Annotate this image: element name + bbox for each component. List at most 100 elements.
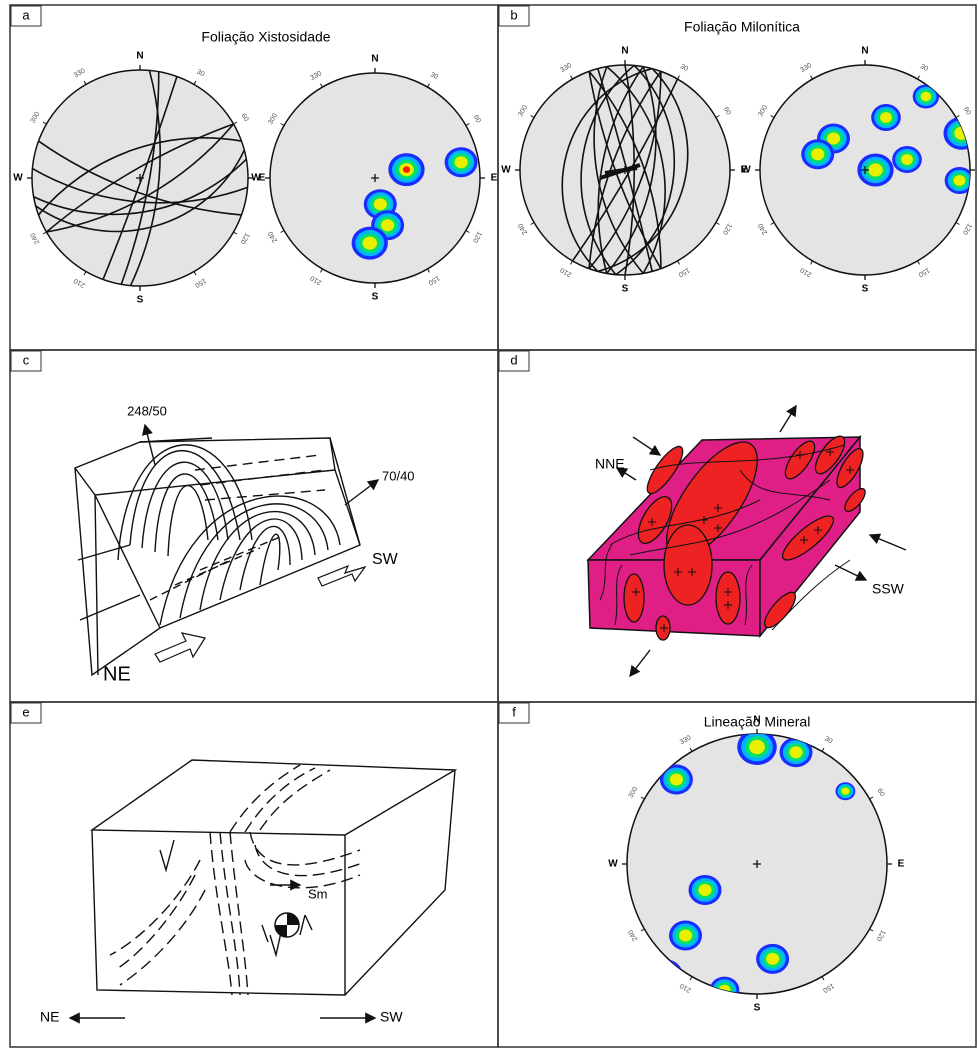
density-contour: [362, 237, 377, 250]
degree-tick: [771, 116, 774, 118]
degree-tick: [84, 272, 86, 275]
degree-tick: [281, 231, 284, 233]
density-contour: [374, 198, 387, 210]
density-contour: [381, 219, 394, 231]
cardinal-label: W: [251, 173, 261, 184]
degree-tick: [811, 76, 813, 79]
degree-tick: [531, 116, 534, 118]
degree-label: 150: [677, 266, 691, 278]
cardinal-label: S: [622, 284, 629, 295]
degree-tick: [194, 272, 196, 275]
degree-tick: [466, 231, 469, 233]
degree-tick: [870, 797, 873, 799]
orientation-label: 248/50: [127, 403, 167, 418]
degree-label: 30: [823, 735, 833, 745]
degree-label: 210: [679, 982, 693, 994]
degree-label: 150: [917, 266, 931, 278]
density-contour: [921, 92, 932, 102]
density-contour: [954, 175, 966, 186]
degree-label: 300: [267, 112, 279, 126]
degree-label: 150: [193, 277, 207, 289]
density-contour: [670, 774, 683, 786]
density-contour: [659, 969, 672, 981]
density-contour: [766, 953, 779, 965]
density-contour: [789, 746, 802, 758]
direction-label: SW: [380, 1009, 403, 1025]
orientation-label: 70/40: [382, 468, 415, 483]
panel-letter: b: [510, 7, 517, 22]
direction-label: NE: [40, 1009, 59, 1025]
degree-label: 210: [73, 276, 87, 288]
density-contour: [455, 156, 468, 168]
block-diagram-e: [70, 760, 455, 1018]
panel-letter: c: [23, 352, 30, 367]
degree-label: 30: [679, 63, 689, 73]
degree-label: 120: [875, 929, 887, 943]
cardinal-label: N: [753, 715, 760, 726]
panel-letter: f: [512, 704, 516, 719]
degree-label: 330: [309, 70, 323, 82]
degree-label: 210: [559, 266, 573, 278]
cardinal-label: W: [741, 165, 751, 176]
degree-tick: [956, 223, 959, 225]
foliation-label: Sm: [308, 886, 328, 901]
degree-label: 240: [517, 222, 529, 236]
cardinal-label: S: [862, 284, 869, 295]
degree-label: 300: [30, 111, 42, 125]
density-contour: [653, 963, 679, 987]
cardinal-label: N: [371, 54, 378, 65]
panel-letter: a: [22, 7, 30, 22]
cardinal-label: W: [608, 859, 618, 870]
degree-tick: [822, 748, 824, 751]
cardinal-label: S: [137, 295, 144, 306]
direction-label: SW: [372, 551, 399, 568]
degree-tick: [281, 124, 284, 126]
density-contour: [749, 740, 765, 754]
degree-label: 330: [73, 68, 87, 80]
direction-label: NNE: [595, 456, 625, 472]
density-contour: [650, 960, 683, 990]
density-contour: [679, 930, 692, 942]
panel-title: Foliação Milonítica: [684, 19, 800, 35]
stereonet: NESW3060120150210240300330: [13, 51, 265, 306]
degree-tick: [194, 81, 196, 84]
degree-tick: [321, 269, 323, 272]
degree-label: 60: [722, 106, 732, 116]
degree-tick: [870, 929, 873, 931]
degree-label: 240: [30, 231, 42, 245]
direction-label: SSW: [872, 581, 905, 597]
density-contour: [827, 133, 840, 145]
degree-label: 240: [267, 230, 279, 244]
cardinal-label: E: [898, 859, 905, 870]
degree-tick: [466, 124, 469, 126]
panel-title: Foliação Xistosidade: [201, 29, 330, 45]
page: {"panels": [ {"letter": "a", "title": "F…: [0, 0, 979, 1049]
degree-tick: [84, 81, 86, 84]
degree-tick: [234, 122, 237, 124]
cardinal-label: S: [754, 1003, 761, 1014]
block-diagram-c: [75, 425, 378, 675]
degree-tick: [43, 122, 46, 124]
figure: a b c d e f Foliação Xistosidade Foliaçã…: [0, 0, 979, 1049]
stereonet: NESW3060120150210240300330: [501, 46, 747, 295]
degree-label: 120: [961, 222, 973, 236]
degree-label: 150: [821, 982, 835, 994]
degree-label: 330: [799, 62, 813, 74]
density-contour: [880, 112, 892, 123]
cardinal-label: E: [491, 173, 498, 184]
degree-label: 60: [472, 114, 482, 124]
cardinal-label: N: [861, 46, 868, 57]
direction-label: NE: [103, 663, 131, 685]
degree-tick: [641, 797, 644, 799]
degree-label: 330: [679, 734, 693, 746]
degree-label: 120: [238, 232, 250, 246]
panel-letter: e: [22, 704, 29, 719]
degree-tick: [690, 977, 692, 980]
density-contour: [868, 163, 883, 176]
degree-tick: [822, 977, 824, 980]
degree-label: 30: [429, 71, 439, 81]
degree-label: 330: [559, 62, 573, 74]
degree-label: 30: [919, 63, 929, 73]
degree-tick: [678, 261, 680, 264]
